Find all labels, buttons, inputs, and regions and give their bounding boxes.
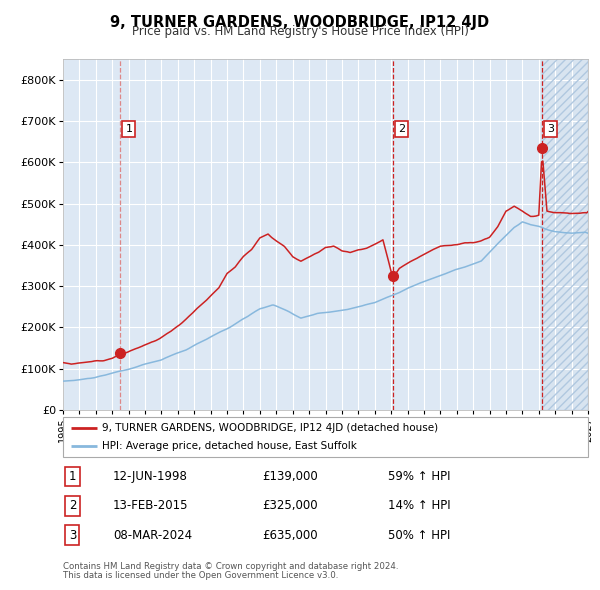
Text: 3: 3 — [547, 124, 554, 134]
Text: 9, TURNER GARDENS, WOODBRIDGE, IP12 4JD: 9, TURNER GARDENS, WOODBRIDGE, IP12 4JD — [110, 15, 490, 30]
Text: 2: 2 — [398, 124, 405, 134]
Text: This data is licensed under the Open Government Licence v3.0.: This data is licensed under the Open Gov… — [63, 571, 338, 579]
Text: HPI: Average price, detached house, East Suffolk: HPI: Average price, detached house, East… — [103, 441, 357, 451]
Text: 9, TURNER GARDENS, WOODBRIDGE, IP12 4JD (detached house): 9, TURNER GARDENS, WOODBRIDGE, IP12 4JD … — [103, 423, 439, 433]
Text: 3: 3 — [69, 529, 76, 542]
Text: 13-FEB-2015: 13-FEB-2015 — [113, 499, 188, 513]
Text: £635,000: £635,000 — [263, 529, 318, 542]
Text: 50% ↑ HPI: 50% ↑ HPI — [389, 529, 451, 542]
Text: Contains HM Land Registry data © Crown copyright and database right 2024.: Contains HM Land Registry data © Crown c… — [63, 562, 398, 571]
Text: £139,000: £139,000 — [263, 470, 318, 483]
Text: 12-JUN-1998: 12-JUN-1998 — [113, 470, 188, 483]
Text: 1: 1 — [125, 124, 133, 134]
Bar — [542, 59, 588, 410]
Text: £325,000: £325,000 — [263, 499, 318, 513]
Text: 14% ↑ HPI: 14% ↑ HPI — [389, 499, 451, 513]
Text: 2: 2 — [69, 499, 76, 513]
Text: 1: 1 — [69, 470, 76, 483]
Text: 59% ↑ HPI: 59% ↑ HPI — [389, 470, 451, 483]
Text: Price paid vs. HM Land Registry's House Price Index (HPI): Price paid vs. HM Land Registry's House … — [131, 25, 469, 38]
Bar — [542, 59, 588, 410]
Text: 08-MAR-2024: 08-MAR-2024 — [113, 529, 192, 542]
